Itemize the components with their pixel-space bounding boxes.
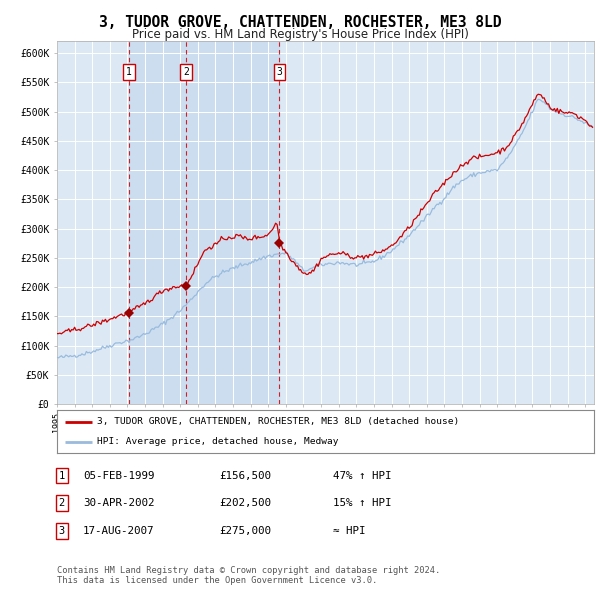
Text: Contains HM Land Registry data © Crown copyright and database right 2024.
This d: Contains HM Land Registry data © Crown c… — [57, 566, 440, 585]
Text: HPI: Average price, detached house, Medway: HPI: Average price, detached house, Medw… — [97, 437, 339, 447]
Text: 05-FEB-1999: 05-FEB-1999 — [83, 471, 154, 480]
Text: 1: 1 — [59, 471, 65, 480]
Text: 15% ↑ HPI: 15% ↑ HPI — [333, 498, 392, 507]
Text: 3: 3 — [277, 67, 283, 77]
Text: 17-AUG-2007: 17-AUG-2007 — [83, 526, 154, 536]
Text: Price paid vs. HM Land Registry's House Price Index (HPI): Price paid vs. HM Land Registry's House … — [131, 28, 469, 41]
Text: ≈ HPI: ≈ HPI — [333, 526, 365, 536]
Text: 1: 1 — [126, 67, 132, 77]
Text: 30-APR-2002: 30-APR-2002 — [83, 498, 154, 507]
Bar — [129, 41, 280, 404]
Text: 3, TUDOR GROVE, CHATTENDEN, ROCHESTER, ME3 8LD (detached house): 3, TUDOR GROVE, CHATTENDEN, ROCHESTER, M… — [97, 418, 460, 427]
Text: 47% ↑ HPI: 47% ↑ HPI — [333, 471, 392, 480]
Text: 2: 2 — [183, 67, 189, 77]
Text: £275,000: £275,000 — [219, 526, 271, 536]
Text: 3, TUDOR GROVE, CHATTENDEN, ROCHESTER, ME3 8LD: 3, TUDOR GROVE, CHATTENDEN, ROCHESTER, M… — [99, 15, 501, 30]
Text: £156,500: £156,500 — [219, 471, 271, 480]
Text: 3: 3 — [59, 526, 65, 536]
Text: 2: 2 — [59, 498, 65, 507]
Text: £202,500: £202,500 — [219, 498, 271, 507]
